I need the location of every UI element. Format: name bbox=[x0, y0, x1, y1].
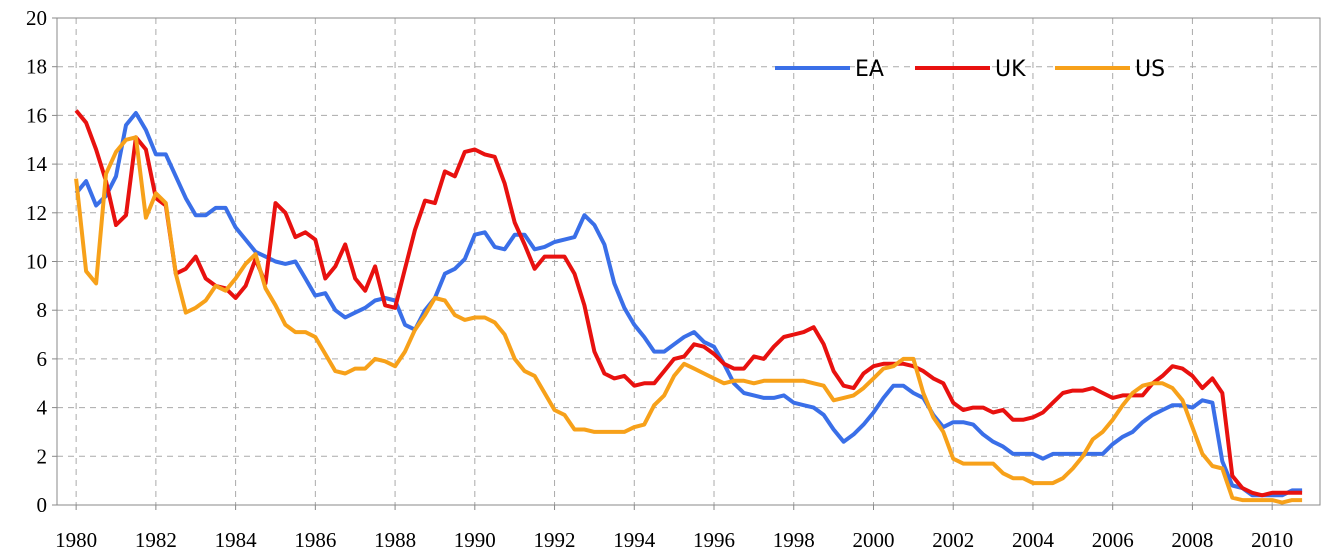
y-tick-label: 18 bbox=[26, 55, 47, 79]
x-tick-label: 2008 bbox=[1171, 528, 1213, 552]
x-tick-label: 2006 bbox=[1092, 528, 1134, 552]
x-tick-label: 1988 bbox=[374, 528, 416, 552]
y-tick-label: 8 bbox=[37, 298, 48, 322]
y-tick-label: 12 bbox=[26, 201, 47, 225]
x-tick-label: 1998 bbox=[773, 528, 815, 552]
legend-label: EA bbox=[855, 57, 884, 82]
plot-frame bbox=[56, 17, 1321, 506]
y-tick-label: 6 bbox=[37, 347, 48, 371]
x-tick-label: 1984 bbox=[215, 528, 258, 552]
x-tick-label: 1992 bbox=[534, 528, 576, 552]
series-line bbox=[74, 135, 1303, 505]
x-tick-label: 1986 bbox=[294, 528, 336, 552]
y-tick-label: 16 bbox=[26, 103, 47, 127]
x-tick-label: 2010 bbox=[1251, 528, 1293, 552]
x-tick-label: 1982 bbox=[135, 528, 177, 552]
x-tick-label: 1996 bbox=[693, 528, 735, 552]
y-tick-label: 4 bbox=[37, 396, 48, 420]
x-tick-label: 1980 bbox=[55, 528, 97, 552]
x-tick-label: 2004 bbox=[1012, 528, 1055, 552]
x-tick-label: 2002 bbox=[932, 528, 974, 552]
y-tick-label: 20 bbox=[26, 6, 47, 30]
y-tick-label: 2 bbox=[37, 444, 48, 468]
y-tick-label: 10 bbox=[26, 250, 47, 274]
legend-label: UK bbox=[995, 57, 1026, 82]
series-line bbox=[74, 109, 1303, 498]
x-tick-label: 1990 bbox=[454, 528, 496, 552]
x-tick-label: 2000 bbox=[852, 528, 894, 552]
x-tick-label: 1994 bbox=[613, 528, 656, 552]
y-tick-label: 14 bbox=[26, 152, 48, 176]
legend-label: US bbox=[1135, 57, 1165, 82]
y-tick-label: 0 bbox=[37, 493, 48, 517]
series-line bbox=[74, 111, 1303, 498]
